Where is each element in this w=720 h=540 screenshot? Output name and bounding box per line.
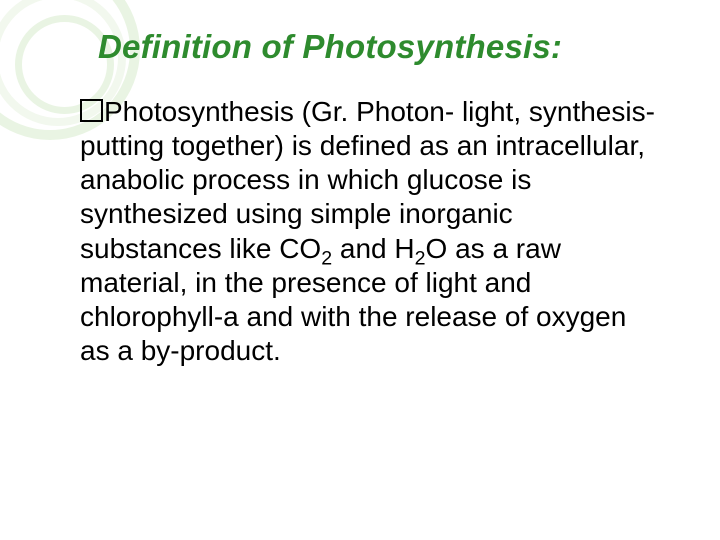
- slide-body: Photosynthesis (Gr. Photon- light, synth…: [80, 95, 660, 368]
- slide-title: Definition of Photosynthesis:: [98, 28, 562, 66]
- body-text-2: and H: [332, 233, 415, 264]
- bullet-checkbox-icon: [80, 99, 103, 122]
